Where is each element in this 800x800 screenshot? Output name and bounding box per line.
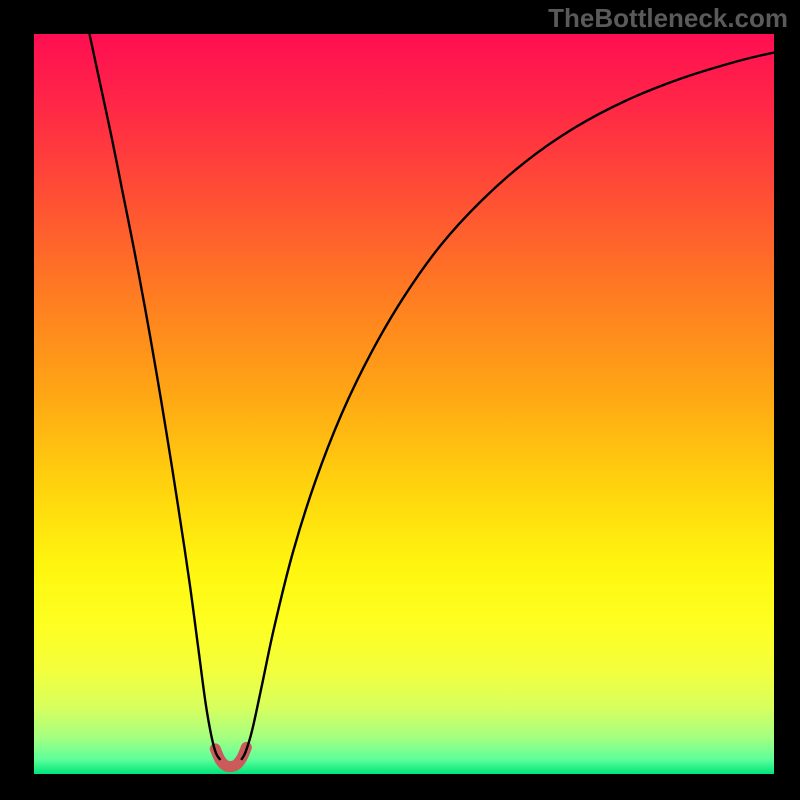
watermark-text: TheBottleneck.com bbox=[548, 3, 788, 34]
chart-frame: TheBottleneck.com bbox=[0, 0, 800, 800]
plot-area bbox=[34, 34, 774, 774]
gradient-background bbox=[34, 34, 774, 774]
